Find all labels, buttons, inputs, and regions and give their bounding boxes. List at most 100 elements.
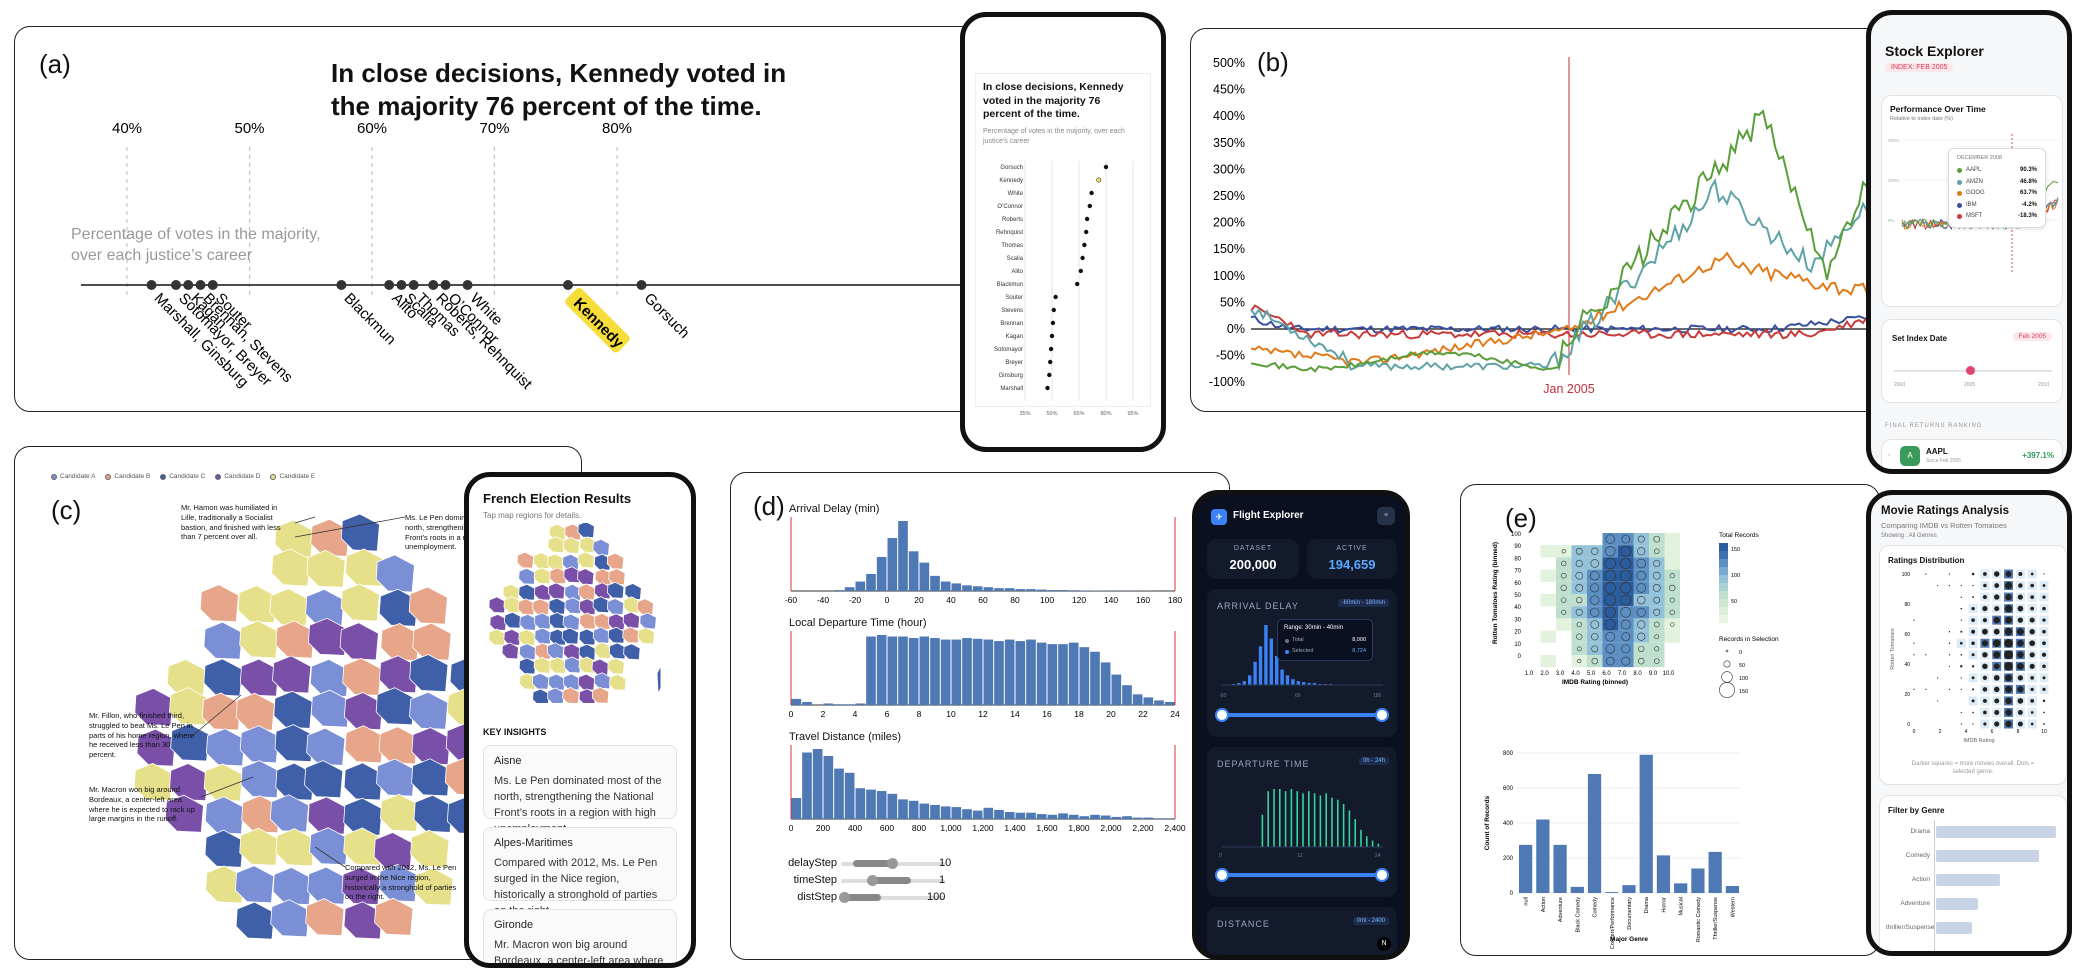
distance-hist-bar	[1015, 812, 1026, 819]
series-aapl	[1250, 109, 1889, 373]
phone-a-title-line2: voted in the majority 76	[983, 94, 1101, 107]
mini-map-region	[563, 656, 582, 674]
phone-a-sub-line2: justice’s career	[983, 137, 1030, 145]
mini-map-region	[579, 612, 597, 630]
filter-genre-label: thriller/Suspense	[1886, 924, 1935, 931]
arrival-knob-left[interactable]	[1215, 708, 1229, 722]
filter-genre-bar[interactable]	[1936, 874, 2000, 886]
tick-label-a: 70%	[479, 120, 509, 137]
y-tick-b: -100%	[1209, 375, 1245, 389]
phone-a-dot	[1078, 268, 1083, 274]
phone-a-tick: 65%	[1073, 411, 1084, 417]
heat-selection-circle	[1621, 644, 1631, 654]
distance-hist-tick: 1,000	[940, 823, 962, 833]
map-region	[378, 726, 418, 765]
dist-dot	[2042, 606, 2046, 611]
phone-a-tick: 80%	[1100, 411, 1111, 417]
departure-hist-tick: 0	[789, 709, 794, 719]
departure-mini-bar	[1360, 829, 1362, 847]
heat-selection-circle	[1620, 545, 1632, 557]
filter-genre-bar[interactable]	[1936, 922, 1972, 934]
tooltip-value: 63.7%	[2019, 190, 2037, 196]
map-region	[240, 760, 280, 799]
slider-fill	[853, 860, 893, 867]
dist-dot	[1948, 631, 1951, 633]
map-region	[375, 554, 415, 593]
dist-dot	[1971, 629, 1976, 634]
heat-cell	[1587, 606, 1603, 619]
filter-genre-bar[interactable]	[1936, 850, 2039, 862]
heat-cell	[1571, 618, 1587, 631]
map-region	[340, 583, 380, 622]
filter-genre-bar[interactable]	[1936, 826, 2056, 838]
mini-map-region	[562, 687, 580, 703]
slider-knob[interactable]	[887, 858, 898, 869]
dist-dot	[2030, 687, 2034, 692]
filter-genre-bar[interactable]	[1936, 898, 1978, 910]
index-slider-knob[interactable]	[1966, 366, 1975, 375]
phone-c-mini-map[interactable]	[469, 523, 691, 703]
map-region	[373, 832, 413, 871]
heat-selection-circle	[1561, 597, 1567, 603]
tooltip-value: 90.3%	[2019, 167, 2037, 173]
dist-dot	[1993, 628, 2000, 635]
departure-knob-right[interactable]	[1375, 868, 1389, 882]
departure-hist-bar	[1058, 644, 1068, 705]
map-region	[275, 828, 315, 867]
mini-map-region	[547, 536, 565, 554]
heat-selection-circle	[1590, 583, 1600, 593]
dist-dot	[1982, 687, 1988, 692]
mini-map-region	[609, 673, 627, 691]
insight-card-2[interactable]: Alpes-Maritimes Compared with 2012, Ms. L…	[483, 827, 677, 917]
ranking-row[interactable]: ‹ A AAPL Since Feb 2005 +397.1%	[1881, 439, 2063, 469]
dist-note-line1: Darker squares = more movies overall. Do…	[1911, 761, 2035, 767]
mini-map-region	[592, 596, 610, 614]
phone-b: Stock Explorer INDEX: FEB 2005 Performan…	[1866, 10, 2072, 474]
map-region	[374, 897, 414, 936]
heat-cell	[1618, 594, 1634, 607]
map-region	[412, 622, 452, 661]
phone-a-justice-label: Ginsburg	[999, 373, 1023, 379]
arrival-mini-bar	[1312, 683, 1317, 685]
mini-map-region	[532, 688, 550, 703]
mini-map-region	[622, 611, 641, 629]
distance-hist-bar	[1143, 817, 1154, 819]
insight-card-3[interactable]: Gironde Mr. Macron won big around Bordeau…	[483, 909, 677, 963]
departure-hist-tick: 24	[1170, 709, 1180, 719]
dist-dot	[1993, 675, 2000, 681]
heat-cell	[1571, 581, 1587, 594]
arrival-hist-bar	[994, 588, 1004, 591]
distance-hist-tick: 2,000	[1100, 823, 1122, 833]
phone-c-sub: Tap map regions for details.	[483, 511, 582, 520]
heat-cell	[1540, 594, 1556, 607]
distance-hist-bar	[1068, 814, 1079, 819]
panel-d: (d) Arrival Delay (min) Local Departure …	[730, 472, 1230, 960]
panel-a-label: (a)	[39, 49, 71, 79]
tick-label-a: 50%	[234, 120, 264, 137]
dist-dot	[1982, 606, 1988, 612]
departure-range-slider[interactable]	[1221, 873, 1381, 877]
distance-hist-bar	[1047, 814, 1058, 819]
arrival-hist-bar	[908, 551, 919, 591]
heat-selection-circle	[1576, 646, 1582, 652]
mini-map-region	[489, 613, 507, 631]
flight-menu-icon[interactable]: ≡	[1377, 507, 1395, 525]
arrival-knob-right[interactable]	[1375, 708, 1389, 722]
distance-hist-bar	[1164, 818, 1175, 819]
map-region	[205, 865, 245, 904]
slider-knob[interactable]	[839, 892, 850, 903]
heat-cell	[1571, 655, 1587, 668]
insight-card-1[interactable]: Aisne Ms. Le Pen dominated most of the no…	[483, 745, 677, 835]
tooltip-name: IBM	[1966, 201, 1977, 208]
distance-expand-icon[interactable]: N	[1377, 937, 1391, 951]
arrival-hist-tick: -60	[785, 595, 798, 605]
arrival-hist-bar	[1015, 589, 1026, 591]
slider-knob[interactable]	[867, 875, 878, 886]
departure-hist-bar	[876, 635, 887, 705]
arrival-range-slider[interactable]	[1221, 713, 1381, 717]
slider-track[interactable]	[841, 896, 945, 900]
genre-tick: Concert/Performance	[1610, 897, 1616, 949]
departure-knob-left[interactable]	[1215, 868, 1229, 882]
departure-mini-bar	[1325, 793, 1327, 847]
map-region	[269, 588, 309, 627]
